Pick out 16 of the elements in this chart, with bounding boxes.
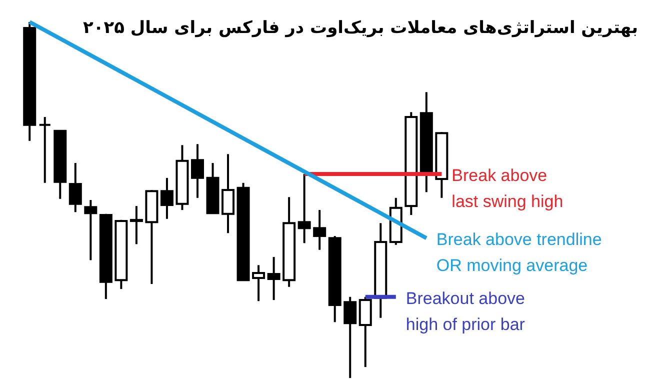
candlestick xyxy=(38,116,52,184)
candlestick xyxy=(190,143,204,199)
candlestick xyxy=(344,296,357,379)
candlestick xyxy=(298,173,311,244)
candlestick xyxy=(84,199,98,262)
series-label: Break above trendline OR moving average xyxy=(436,230,602,276)
candlestick xyxy=(130,205,143,246)
candlestick xyxy=(313,208,326,251)
candlestick xyxy=(68,162,82,214)
series-label: Breakout above high of prior bar xyxy=(406,288,526,334)
candlestick xyxy=(222,153,235,234)
series-label: Break above last swing high xyxy=(452,166,564,212)
candlestick xyxy=(252,264,266,302)
candlestick xyxy=(160,176,174,220)
chart-title: بهترین استراتژی‌های معاملات بریک‌اوت در فارکس برای سال ۲۰۲۵ xyxy=(82,18,638,38)
candlestick xyxy=(267,256,280,302)
